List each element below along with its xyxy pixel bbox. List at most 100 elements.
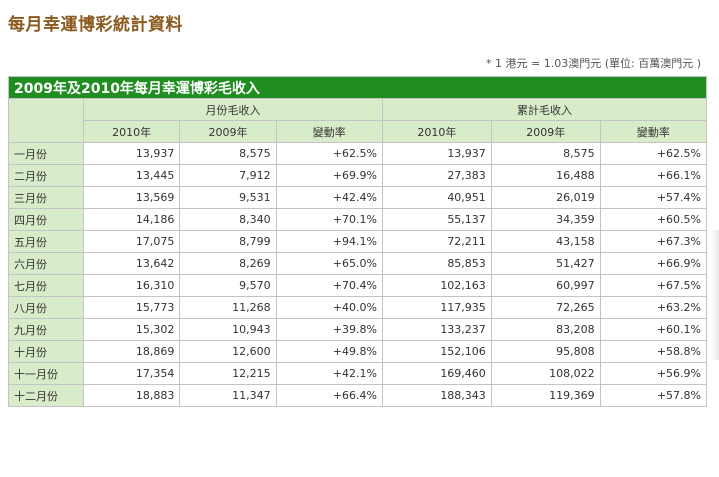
- page-title: 每月幸運博彩統計資料: [8, 15, 183, 35]
- table-cell: +49.8%: [275, 340, 383, 363]
- table-cell: 15,302: [82, 318, 181, 341]
- table-caption: 2009年及2010年每月幸運博彩毛收入: [8, 76, 707, 99]
- table-cell: 9,531: [179, 186, 277, 209]
- month-label: 十二月份: [8, 384, 84, 407]
- month-label: 八月份: [8, 296, 84, 319]
- table-cell: +62.5%: [275, 142, 383, 165]
- month-label: 七月份: [8, 274, 84, 297]
- table-cell: 51,427: [490, 252, 601, 275]
- table-row: 九月份 15,302 10,943 +39.8% 133,237 83,208 +60.1%: [8, 318, 708, 341]
- table-cell: +60.5%: [599, 208, 708, 231]
- table-cell: 72,211: [381, 230, 492, 253]
- sub-header: 2009年: [490, 120, 601, 143]
- table-cell: +63.2%: [599, 296, 708, 319]
- group-header-monthly: 月份毛收入: [83, 98, 383, 121]
- table-cell: 83,208: [490, 318, 601, 341]
- table-cell: 11,347: [179, 384, 277, 407]
- table-cell: 16,310: [82, 274, 181, 297]
- table-cell: +65.0%: [275, 252, 383, 275]
- table-cell: 13,937: [381, 142, 492, 165]
- table-row: 十二月份 18,883 11,347 +66.4% 188,343 119,369 +57.…: [8, 384, 708, 407]
- table-cell: 133,237: [381, 318, 492, 341]
- table-cell: +67.3%: [599, 230, 708, 253]
- group-header-row: 月份毛收入 累計毛收入: [8, 98, 708, 143]
- sub-header: 變動率: [599, 120, 708, 143]
- table-cell: +66.1%: [599, 164, 708, 187]
- table-cell: 102,163: [381, 274, 492, 297]
- table-cell: 119,369: [490, 384, 601, 407]
- table-cell: 7,912: [179, 164, 277, 187]
- table-row: 七月份 16,310 9,570 +70.4% 102,163 60,997 +67.5%: [8, 274, 708, 297]
- sub-header: 2010年: [82, 120, 181, 143]
- table-cell: +67.5%: [599, 274, 708, 297]
- table-caption-row: 2009年及2010年每月幸運博彩毛收入: [8, 76, 707, 99]
- table-cell: 55,137: [381, 208, 492, 231]
- table-cell: 27,383: [381, 164, 492, 187]
- table-cell: +57.4%: [599, 186, 708, 209]
- table-cell: 17,354: [82, 362, 181, 385]
- table-cell: +39.8%: [275, 318, 383, 341]
- table-cell: +57.8%: [599, 384, 708, 407]
- table-cell: +58.8%: [599, 340, 708, 363]
- table-row: 四月份 14,186 8,340 +70.1% 55,137 34,359 +60.5%: [8, 208, 708, 231]
- scroll-edge: [711, 230, 719, 360]
- table-cell: 15,773: [82, 296, 181, 319]
- sub-header: 2009年: [179, 120, 277, 143]
- table-cell: 108,022: [490, 362, 601, 385]
- table-cell: 18,883: [82, 384, 181, 407]
- table-cell: +56.9%: [599, 362, 708, 385]
- table-cell: 10,943: [179, 318, 277, 341]
- table-cell: 95,808: [490, 340, 601, 363]
- sub-header-row: 2010年 2009年 變動率 2010年 2009年 變動率: [9, 120, 708, 143]
- table-cell: 8,340: [179, 208, 277, 231]
- table-cell: 8,799: [179, 230, 277, 253]
- table-cell: 26,019: [490, 186, 601, 209]
- table-cell: 117,935: [381, 296, 492, 319]
- table-cell: 85,853: [381, 252, 492, 275]
- table-row: 八月份 15,773 11,268 +40.0% 117,935 72,265 +63.2%: [8, 296, 708, 319]
- table-cell: 18,869: [82, 340, 181, 363]
- table-cell: +62.5%: [599, 142, 708, 165]
- sub-header: 2010年: [381, 120, 492, 143]
- table-row: 十一月份 17,354 12,215 +42.1% 169,460 108,022 +56.…: [8, 362, 708, 385]
- month-label: 三月份: [8, 186, 84, 209]
- table-cell: 169,460: [381, 362, 492, 385]
- table-cell: 152,106: [381, 340, 492, 363]
- table-cell: 16,488: [490, 164, 601, 187]
- table-cell: +60.1%: [599, 318, 708, 341]
- table-cell: +42.1%: [275, 362, 383, 385]
- table-cell: 40,951: [381, 186, 492, 209]
- table-cell: 11,268: [179, 296, 277, 319]
- table-cell: 13,569: [82, 186, 181, 209]
- month-label: 十月份: [8, 340, 84, 363]
- table-cell: 8,575: [490, 142, 601, 165]
- table-row: 二月份 13,445 7,912 +69.9% 27,383 16,488 +66.1%: [8, 164, 708, 187]
- table-cell: +94.1%: [275, 230, 383, 253]
- table-cell: +42.4%: [275, 186, 383, 209]
- month-label: 九月份: [8, 318, 84, 341]
- table-cell: +66.4%: [275, 384, 383, 407]
- table-cell: 34,359: [490, 208, 601, 231]
- table-cell: 13,642: [82, 252, 181, 275]
- table-cell: 8,269: [179, 252, 277, 275]
- table-cell: 72,265: [490, 296, 601, 319]
- table-cell: 188,343: [381, 384, 492, 407]
- table-row: 六月份 13,642 8,269 +65.0% 85,853 51,427 +66.9%: [8, 252, 708, 275]
- revenue-table: 2009年及2010年每月幸運博彩毛收入 月份毛收入 累計毛收入 2010年 2…: [8, 76, 708, 407]
- table-cell: +69.9%: [275, 164, 383, 187]
- table-cell: 8,575: [179, 142, 277, 165]
- currency-note: * 1 港元 = 1.03澳門元 (單位: 百萬澳門元 ): [486, 57, 701, 70]
- table-row: 五月份 17,075 8,799 +94.1% 72,211 43,158 +67.3%: [8, 230, 708, 253]
- table-cell: 13,937: [82, 142, 181, 165]
- sub-header: 變動率: [275, 120, 383, 143]
- table-cell: 60,997: [490, 274, 601, 297]
- group-header-cumulative: 累計毛收入: [381, 98, 708, 121]
- table-cell: 12,215: [179, 362, 277, 385]
- table-cell: +40.0%: [275, 296, 383, 319]
- month-label: 一月份: [8, 142, 84, 165]
- table-cell: +70.4%: [275, 274, 383, 297]
- table-cell: 9,570: [179, 274, 277, 297]
- table-cell: 13,445: [82, 164, 181, 187]
- month-header-cell: [8, 98, 84, 143]
- month-label: 二月份: [8, 164, 84, 187]
